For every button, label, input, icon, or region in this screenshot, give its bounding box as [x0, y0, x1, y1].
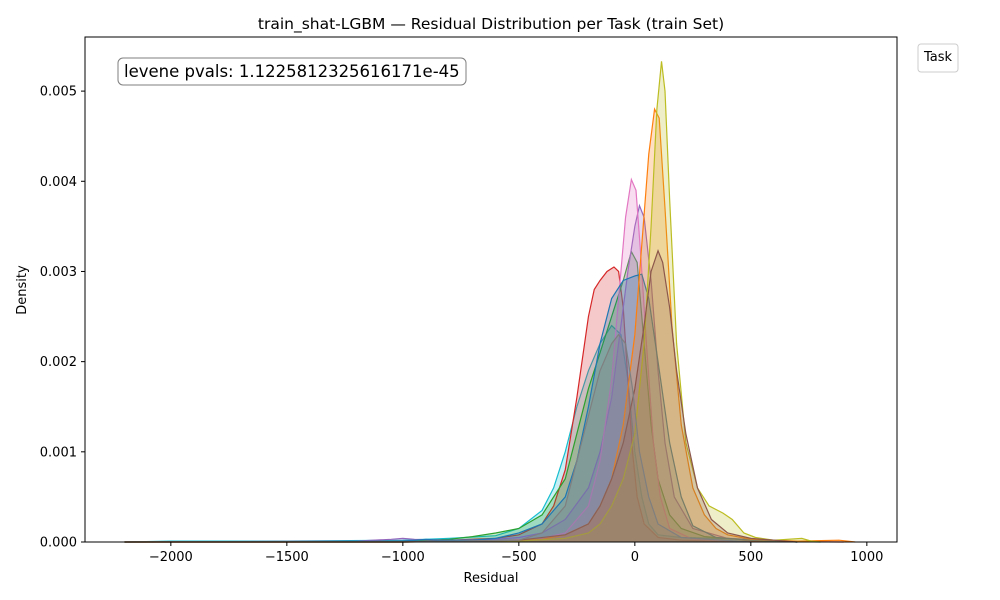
y-axis-label: Density: [15, 265, 30, 315]
y-tick-label: 0.000: [40, 536, 77, 551]
y-axis: 0.000 0.001 0.002 0.003 0.004 0.005: [40, 85, 85, 551]
y-tick-label: 0.003: [40, 265, 77, 280]
series-10-line: [124, 333, 751, 543]
x-tick-label: 0: [631, 550, 639, 565]
x-tick-label: −1500: [265, 550, 309, 565]
x-tick-label: −1000: [381, 550, 425, 565]
series-8-line: [124, 61, 821, 543]
x-axis-label: Residual: [464, 571, 519, 586]
x-tick-label: −500: [501, 550, 537, 565]
legend-title: Task: [923, 50, 953, 65]
series-layer: [124, 61, 856, 543]
y-tick-label: 0.005: [40, 85, 77, 100]
series-9-area: [124, 250, 798, 542]
x-tick-label: −2000: [149, 550, 193, 565]
series-9-line: [124, 248, 798, 543]
y-tick-label: 0.004: [40, 175, 77, 190]
series-8-area: [124, 61, 821, 542]
legend: Task: [917, 43, 959, 73]
x-axis: −2000 −1500 −1000 −500 0 500 1000: [149, 542, 883, 565]
series-3-line: [124, 250, 798, 543]
y-tick-label: 0.001: [40, 445, 77, 460]
legend-box: [917, 43, 959, 73]
levene-annotation: levene pvals: 1.1225812325616171e-45: [117, 57, 467, 86]
series-6-area: [124, 274, 798, 542]
series-5-area: [124, 179, 751, 543]
x-tick-label: 500: [738, 550, 763, 565]
y-tick-label: 0.002: [40, 355, 77, 370]
series-7-area: [124, 109, 856, 542]
x-tick-label: 1000: [850, 550, 883, 565]
series-10-area: [124, 334, 751, 542]
chart-title: train_shat-LGBM — Residual Distribution …: [258, 15, 724, 34]
annotation-text: levene pvals: 1.1225812325616171e-45: [124, 62, 460, 81]
series-6-line: [124, 273, 798, 543]
series-4-line: [124, 203, 798, 543]
plot-frame: [84, 36, 898, 543]
annotation-box: [117, 57, 467, 86]
series-5-line: [124, 177, 751, 543]
series-3-area: [124, 251, 798, 542]
